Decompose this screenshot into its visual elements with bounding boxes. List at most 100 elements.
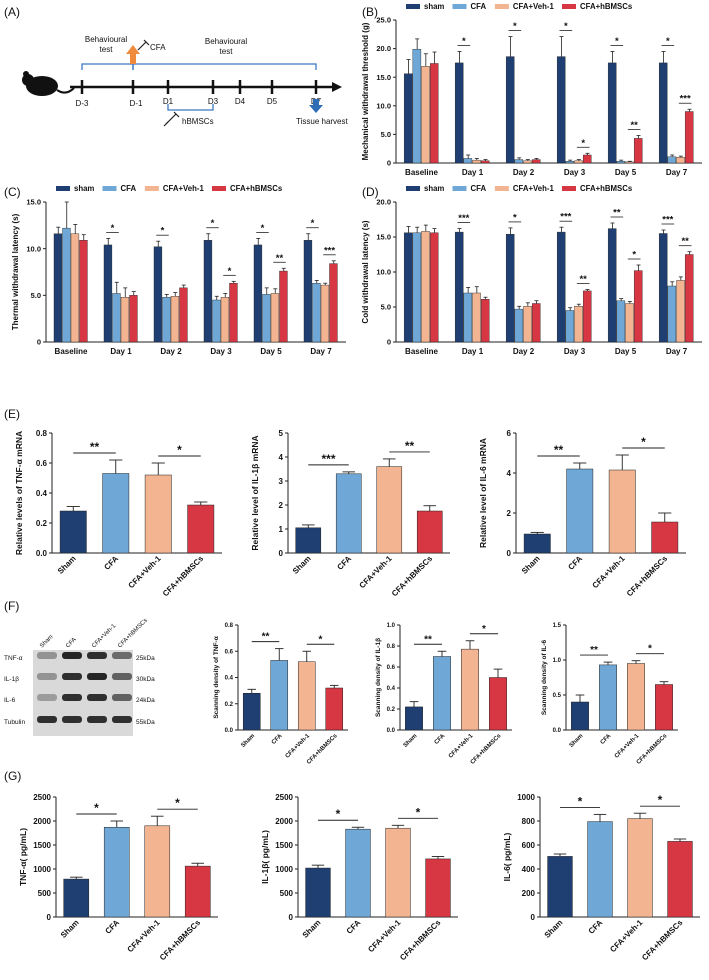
x-tick-label: Baseline — [405, 347, 438, 356]
panel-label-a: (A) — [4, 5, 20, 19]
y-tick-label: 5.0 — [381, 130, 391, 139]
blot-band — [87, 673, 107, 680]
y-tick-label: 10.0 — [26, 244, 41, 253]
blot-size-label: 30kDa — [136, 676, 155, 683]
bar — [608, 469, 636, 554]
significance-stars: ** — [613, 208, 621, 219]
significance-stars: * — [641, 435, 646, 449]
blot-band — [37, 673, 57, 680]
significance-stars: * — [513, 212, 517, 223]
bar — [523, 533, 551, 554]
significance-stars: * — [666, 36, 670, 47]
y-tick-label: 800 — [522, 817, 536, 826]
legend-swatch — [452, 4, 467, 9]
y-tick-label: 2000 — [275, 817, 293, 826]
significance-stars: * — [578, 794, 583, 808]
y-tick-label: 25.0 — [376, 16, 391, 25]
chart-d: 0 5.0 10.0 15.0 20.0 Cold withdrawal latency … — [361, 184, 702, 356]
significance-stars: * — [161, 226, 165, 237]
behav-test-label-2b: test — [220, 47, 234, 56]
y-tick-label: 20.0 — [376, 198, 391, 207]
significance-stars: *** — [458, 213, 469, 224]
x-tick-label: Sham — [301, 918, 323, 940]
day-label: D3 — [208, 97, 219, 106]
x-tick-label: Day 3 — [564, 347, 586, 356]
behav-bracket-1 — [81, 63, 134, 70]
panel-label-c: (C) — [4, 185, 21, 199]
bar — [103, 244, 113, 343]
x-tick-label: Day 5 — [615, 168, 637, 177]
legend-label: sham — [74, 184, 94, 193]
bar — [270, 293, 280, 343]
significance-stars: ** — [554, 443, 564, 457]
x-tick-label: CFA — [103, 918, 121, 936]
bar — [463, 158, 473, 164]
bar — [187, 504, 215, 554]
significance-stars: *** — [324, 245, 335, 256]
bar — [335, 473, 362, 554]
legend-label: CFA+Veh-1 — [513, 184, 555, 193]
y-axis-label: Thermal withdrawal latency (s) — [11, 213, 20, 330]
x-tick-label: CFA+hBMSCs — [306, 733, 339, 766]
y-axis-label: Mechanical withdrawal threshold (g) — [361, 22, 370, 160]
bar — [616, 300, 626, 343]
x-tick-label: CFA+hBMSCs — [161, 554, 206, 599]
legend-swatch — [494, 4, 509, 9]
significance-stars: ** — [262, 632, 270, 643]
x-tick-label: CFA — [600, 733, 613, 746]
behav-bracket-2 — [132, 63, 317, 70]
chart-g1: 0 500 1000 1500 2000 2500 TNF-α( pg/mL) Sham CFA… — [18, 793, 218, 962]
harvest-arrow-icon — [309, 99, 323, 113]
bar — [425, 858, 451, 918]
significance-stars: *** — [662, 215, 673, 226]
x-tick-label: Sham — [59, 918, 81, 940]
y-tick-label: 10.0 — [376, 268, 391, 277]
y-tick-label: 4 — [279, 453, 284, 462]
day-label: D5 — [267, 97, 278, 106]
legend-label: CFA+hBMSCs — [230, 184, 283, 193]
legend-label: CFA — [471, 2, 487, 11]
bar — [170, 296, 180, 343]
y-tick-label: 0 — [279, 549, 284, 558]
bar — [70, 233, 80, 343]
bar — [571, 701, 589, 731]
blot-band — [37, 694, 57, 701]
bar — [179, 287, 188, 343]
bar — [505, 233, 515, 343]
significance-stars: * — [615, 36, 619, 47]
y-tick-label: 5 — [279, 429, 284, 438]
bar — [144, 474, 172, 554]
bar — [429, 232, 439, 343]
bar — [303, 240, 313, 343]
significance-stars: * — [94, 801, 99, 815]
bar — [59, 510, 87, 554]
x-tick-label: CFA+hBMSCs — [158, 918, 203, 963]
y-tick-label: 1.0 — [387, 623, 396, 629]
significance-stars: ** — [590, 645, 598, 656]
bar — [633, 138, 643, 164]
bar — [385, 827, 411, 918]
bar — [262, 294, 271, 343]
legend-label: sham — [424, 184, 444, 193]
y-tick-label: 0.0 — [387, 728, 396, 734]
bar — [658, 233, 668, 343]
legend-label: CFA+hBMSCs — [580, 184, 633, 193]
y-tick-label: 500 — [38, 889, 52, 898]
y-tick-label: 0 — [289, 913, 294, 922]
significance-stars: * — [581, 138, 585, 149]
bar — [556, 56, 566, 164]
bar — [547, 856, 573, 918]
x-tick-label: CFA+Veh-1 — [126, 918, 162, 954]
bar — [62, 227, 71, 343]
significance-stars: * — [564, 21, 568, 32]
bar — [607, 62, 617, 164]
y-tick-label: 0.4 — [387, 686, 396, 692]
x-tick-label: Day 7 — [666, 168, 688, 177]
x-tick-label: CFA+Veh-1 — [366, 918, 402, 954]
chart-g2: 0 500 1000 1500 2000 2500 IL-1β( pg/mL) Sham CFA… — [260, 793, 458, 962]
bar — [658, 62, 668, 164]
y-tick-label: 500 — [280, 889, 294, 898]
bar — [345, 828, 371, 918]
